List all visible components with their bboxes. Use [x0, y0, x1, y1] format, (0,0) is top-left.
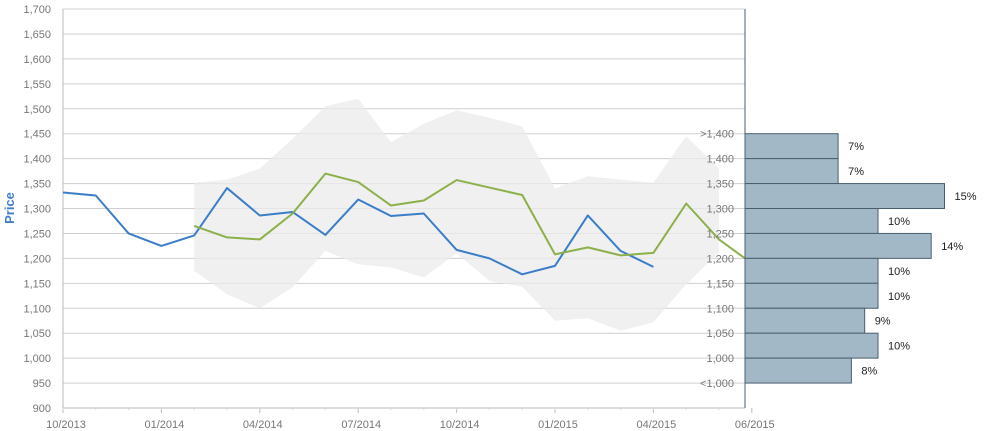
distribution-bin-label: 1,300 [706, 204, 734, 216]
distribution-bar [744, 232, 932, 259]
distribution-bar [744, 307, 866, 334]
y-tick-label: 1,400 [23, 154, 51, 166]
y-tick-label: 1,250 [23, 228, 51, 240]
series-2-line [193, 172, 746, 260]
y-tick-label: 1,000 [23, 353, 51, 365]
y-tick-label: 1,100 [23, 303, 51, 315]
distribution-bin-label: <1,000 [700, 378, 734, 390]
y-tick-labels: 900 950 1,000 1,050 1,100 1,150 1,200 1,250 1,30… [23, 4, 51, 415]
y-tick-label: 1,300 [23, 204, 51, 216]
distribution-percent-label: 7% [848, 166, 864, 178]
distribution-bin-label: 1,250 [706, 228, 734, 240]
distribution-percent-label: 15% [955, 191, 977, 203]
distribution-bar [744, 208, 879, 234]
distribution-percent-label: 10% [888, 216, 910, 228]
y-tick-label: 1,700 [23, 4, 51, 16]
distribution-percent-label: 9% [875, 316, 891, 328]
distribution-bar [744, 282, 879, 309]
distribution-bar [744, 332, 879, 359]
distribution-bar [744, 133, 839, 160]
x-tick-label: 01/2014 [145, 419, 185, 431]
distribution-bin-label: 1,000 [706, 353, 734, 365]
distribution-bar [744, 158, 839, 185]
distribution-bar [744, 257, 879, 284]
series-1-line [62, 187, 654, 276]
y-tick-label: 1,650 [23, 29, 51, 41]
y-tick-label: 1,450 [23, 129, 51, 141]
x-tick-label: 10/2014 [440, 419, 480, 431]
y-tick-label: 1,050 [23, 328, 51, 340]
y-tick-label: 1,600 [23, 54, 51, 66]
y-axis-title: Price [2, 192, 17, 224]
forecast-range-band [194, 98, 719, 331]
y-tick-label: 1,150 [23, 278, 51, 290]
distribution-bin-label: 1,350 [706, 179, 734, 191]
distribution-bar [744, 183, 945, 209]
x-tick-label: 04/2014 [243, 419, 283, 431]
x-tick-labels: 10/2013 01/2014 04/2014 07/2014 10/2014 01/20… [46, 419, 775, 431]
distribution-bin-label: 1,150 [706, 278, 734, 290]
x-tick-label: 06/2015 [735, 419, 775, 431]
distribution-bar [744, 357, 852, 384]
x-tick-label: 10/2013 [46, 419, 86, 431]
distribution-bin-label: >1,400 [700, 129, 734, 141]
distribution-percent-label: 10% [888, 266, 910, 278]
y-tick-label: 950 [33, 378, 51, 390]
y-tick-label: 1,550 [23, 79, 51, 91]
distribution-percent-label: 10% [888, 291, 910, 303]
y-tick-label: 1,200 [23, 253, 51, 265]
distribution-bin-label: 1,400 [706, 154, 734, 166]
distribution-percent-label: 8% [861, 366, 877, 378]
distribution-percent-label: 14% [941, 241, 963, 253]
x-tick-label: 01/2015 [538, 419, 578, 431]
x-tick-label: 07/2014 [341, 419, 381, 431]
distribution-histogram: >1,400 7% 1,400 7% 1,350 15% 1,300 10% 1,250 14% 1… [700, 129, 977, 390]
distribution-bin-label: 1,100 [706, 303, 734, 315]
x-tick-label: 04/2015 [637, 419, 677, 431]
distribution-percent-label: 7% [848, 141, 864, 153]
distribution-bin-label: 1,200 [706, 253, 734, 265]
distribution-percent-label: 10% [888, 341, 910, 353]
series-lines [62, 172, 746, 276]
forecast-range-area [194, 98, 719, 331]
y-tick-label: 1,350 [23, 179, 51, 191]
distribution-bin-label: 1,050 [706, 328, 734, 340]
y-tick-label: 900 [33, 403, 51, 415]
y-tick-label: 1,500 [23, 104, 51, 116]
